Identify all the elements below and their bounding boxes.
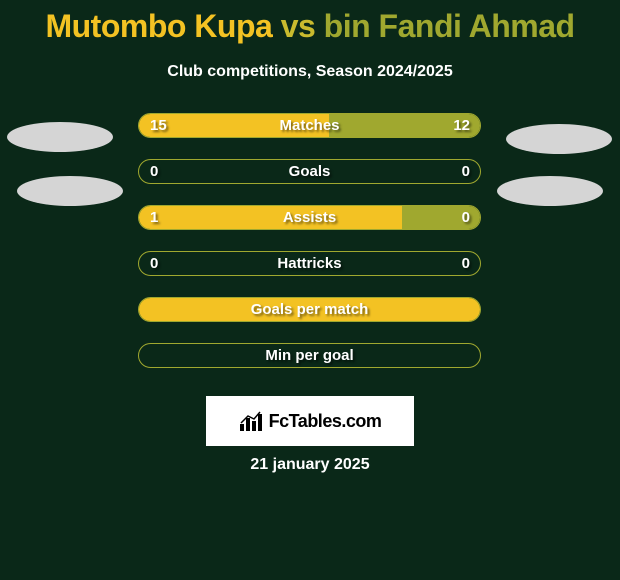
- bar-track: [138, 113, 481, 138]
- comparison-title: Mutombo Kupa vs bin Fandi Ahmad: [0, 0, 620, 45]
- player1-name: Mutombo Kupa: [45, 8, 272, 44]
- bar-track: [138, 205, 481, 230]
- stat-row: Matches1512: [0, 113, 620, 159]
- bar-right: [329, 114, 480, 137]
- bar-track: [138, 251, 481, 276]
- bar-left: [139, 114, 329, 137]
- bar-right: [402, 206, 480, 229]
- bar-left: [139, 298, 480, 321]
- subtitle: Club competitions, Season 2024/2025: [0, 63, 620, 81]
- stat-row: Hattricks00: [0, 251, 620, 297]
- bar-left: [139, 206, 402, 229]
- fctables-logo: FcTables.com: [206, 396, 414, 446]
- vs-word: vs: [281, 8, 316, 44]
- generated-date: 21 january 2025: [0, 456, 620, 474]
- logo-text: FcTables.com: [269, 411, 382, 432]
- player2-name: bin Fandi Ahmad: [324, 8, 575, 44]
- bar-chart-icon: [239, 410, 267, 432]
- comparison-chart: Matches1512Goals00Assists10Hattricks00Go…: [0, 113, 620, 389]
- bar-track: [138, 159, 481, 184]
- stat-row: Goals per match: [0, 297, 620, 343]
- bar-track: [138, 297, 481, 322]
- bar-track: [138, 343, 481, 368]
- stat-row: Min per goal: [0, 343, 620, 389]
- stat-row: Goals00: [0, 159, 620, 205]
- stat-row: Assists10: [0, 205, 620, 251]
